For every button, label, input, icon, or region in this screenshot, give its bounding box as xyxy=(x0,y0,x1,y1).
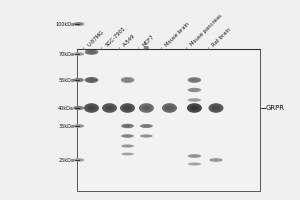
Ellipse shape xyxy=(162,103,177,113)
Ellipse shape xyxy=(165,106,174,110)
Text: U-87MG: U-87MG xyxy=(86,29,105,47)
Ellipse shape xyxy=(105,106,114,110)
Ellipse shape xyxy=(188,77,201,83)
Ellipse shape xyxy=(190,106,199,110)
Ellipse shape xyxy=(76,23,82,25)
Ellipse shape xyxy=(84,103,99,113)
Ellipse shape xyxy=(85,77,98,83)
Ellipse shape xyxy=(191,155,198,157)
Ellipse shape xyxy=(191,79,198,81)
Ellipse shape xyxy=(187,103,202,113)
Ellipse shape xyxy=(102,103,117,113)
Ellipse shape xyxy=(142,106,151,110)
Ellipse shape xyxy=(212,106,220,110)
Ellipse shape xyxy=(140,134,153,138)
Ellipse shape xyxy=(191,163,198,165)
Text: A-549: A-549 xyxy=(122,33,137,47)
Ellipse shape xyxy=(76,53,82,55)
Ellipse shape xyxy=(209,158,223,162)
Ellipse shape xyxy=(188,88,201,92)
Text: 100kDa: 100kDa xyxy=(55,21,74,26)
Text: 35kDa: 35kDa xyxy=(58,123,74,129)
Text: 70kDa: 70kDa xyxy=(58,51,74,56)
Ellipse shape xyxy=(124,135,131,137)
Text: SGC-7901: SGC-7901 xyxy=(104,25,127,47)
Ellipse shape xyxy=(88,78,95,82)
Text: Rat brain: Rat brain xyxy=(211,27,232,47)
Ellipse shape xyxy=(121,124,134,128)
Ellipse shape xyxy=(121,144,134,148)
Ellipse shape xyxy=(88,51,95,53)
Ellipse shape xyxy=(121,134,134,138)
Ellipse shape xyxy=(140,124,153,128)
Ellipse shape xyxy=(73,106,84,110)
Ellipse shape xyxy=(188,98,201,102)
Ellipse shape xyxy=(143,125,150,127)
Ellipse shape xyxy=(120,103,135,113)
Bar xyxy=(76,49,260,191)
Ellipse shape xyxy=(87,106,96,110)
Text: 40kDa: 40kDa xyxy=(58,106,74,110)
Text: Mouse pancreas: Mouse pancreas xyxy=(189,14,223,47)
Ellipse shape xyxy=(144,46,149,50)
Ellipse shape xyxy=(76,79,82,81)
Ellipse shape xyxy=(73,22,84,26)
Ellipse shape xyxy=(145,47,148,49)
Ellipse shape xyxy=(124,78,131,82)
Ellipse shape xyxy=(121,77,134,83)
Ellipse shape xyxy=(76,159,82,161)
Text: 25kDa: 25kDa xyxy=(58,158,74,162)
Ellipse shape xyxy=(76,107,82,109)
Ellipse shape xyxy=(143,135,150,137)
Ellipse shape xyxy=(124,145,131,147)
Ellipse shape xyxy=(188,154,201,158)
Ellipse shape xyxy=(73,78,84,82)
Ellipse shape xyxy=(73,52,84,56)
Ellipse shape xyxy=(212,159,220,161)
Ellipse shape xyxy=(124,125,131,127)
Ellipse shape xyxy=(124,153,131,155)
Text: GRPR: GRPR xyxy=(266,105,284,111)
Ellipse shape xyxy=(208,103,224,113)
Ellipse shape xyxy=(73,124,84,128)
Ellipse shape xyxy=(76,125,82,127)
Ellipse shape xyxy=(191,99,198,101)
Text: 55kDa: 55kDa xyxy=(58,77,74,82)
Ellipse shape xyxy=(123,106,132,110)
Ellipse shape xyxy=(73,158,84,162)
Text: MCF7: MCF7 xyxy=(141,34,155,47)
Ellipse shape xyxy=(85,49,98,55)
Ellipse shape xyxy=(139,103,154,113)
Ellipse shape xyxy=(191,89,198,91)
Ellipse shape xyxy=(188,162,201,166)
Text: Mouse brain: Mouse brain xyxy=(164,21,191,47)
Ellipse shape xyxy=(121,153,134,155)
